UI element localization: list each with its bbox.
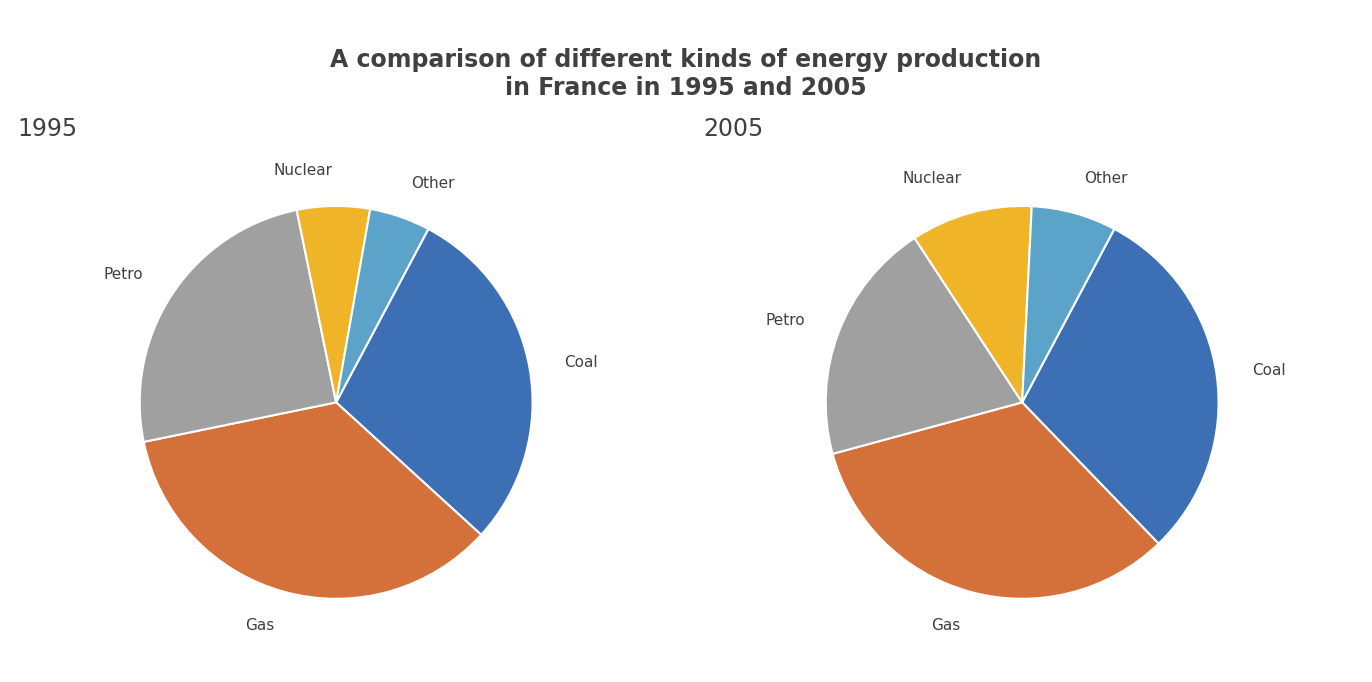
Wedge shape (1022, 206, 1114, 402)
Wedge shape (826, 238, 1022, 454)
Text: 2005: 2005 (702, 117, 763, 141)
Wedge shape (915, 206, 1032, 402)
Text: Gas: Gas (932, 619, 960, 634)
Wedge shape (296, 206, 370, 402)
Text: Gas: Gas (246, 619, 274, 634)
Wedge shape (140, 210, 336, 442)
Wedge shape (336, 209, 428, 402)
Text: Coal: Coal (1251, 363, 1286, 378)
Text: Other: Other (412, 176, 456, 191)
Wedge shape (1022, 229, 1218, 544)
Wedge shape (144, 402, 482, 599)
Wedge shape (833, 402, 1158, 599)
Text: A comparison of different kinds of energy production
in France in 1995 and 2005: A comparison of different kinds of energ… (331, 48, 1041, 100)
Text: Nuclear: Nuclear (903, 171, 962, 186)
Text: Petro: Petro (766, 312, 805, 327)
Text: Coal: Coal (564, 355, 598, 370)
Text: 1995: 1995 (16, 117, 77, 141)
Text: Other: Other (1084, 171, 1128, 186)
Text: Nuclear: Nuclear (274, 163, 333, 178)
Wedge shape (336, 229, 532, 535)
Text: Petro: Petro (103, 267, 143, 282)
